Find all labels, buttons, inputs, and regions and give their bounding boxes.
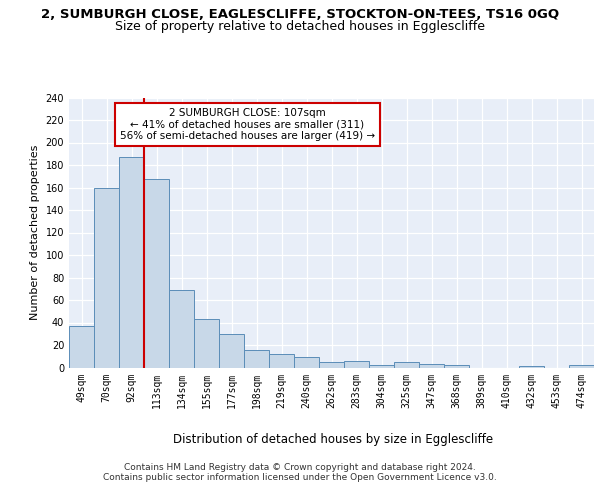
Text: Contains HM Land Registry data © Crown copyright and database right 2024.
Contai: Contains HM Land Registry data © Crown c… [103,462,497,482]
Text: 2 SUMBURGH CLOSE: 107sqm
← 41% of detached houses are smaller (311)
56% of semi-: 2 SUMBURGH CLOSE: 107sqm ← 41% of detach… [120,108,375,141]
Bar [194,319,219,368]
Bar [294,358,319,368]
Y-axis label: Number of detached properties: Number of detached properties [30,145,40,320]
Text: Distribution of detached houses by size in Egglescliffe: Distribution of detached houses by size … [173,432,493,446]
Bar [319,362,344,368]
Bar [169,290,194,368]
Bar [94,188,119,368]
Bar [369,365,394,368]
Bar [219,334,244,368]
Bar [569,365,594,368]
Bar [419,364,444,368]
Bar [444,365,469,368]
Bar [69,326,94,368]
Bar [144,178,169,368]
Bar [119,157,144,368]
Bar [244,350,269,368]
Bar [344,361,369,368]
Bar [269,354,294,368]
Bar [394,362,419,368]
Bar [519,366,544,368]
Text: Size of property relative to detached houses in Egglescliffe: Size of property relative to detached ho… [115,20,485,33]
Text: 2, SUMBURGH CLOSE, EAGLESCLIFFE, STOCKTON-ON-TEES, TS16 0GQ: 2, SUMBURGH CLOSE, EAGLESCLIFFE, STOCKTO… [41,8,559,20]
